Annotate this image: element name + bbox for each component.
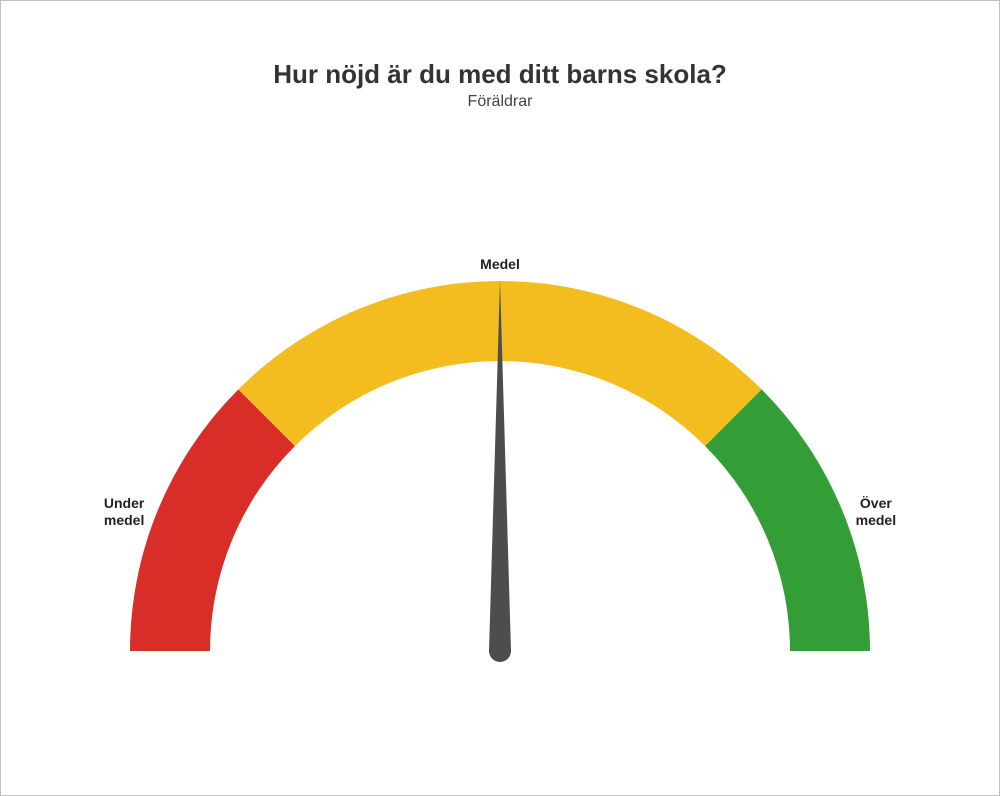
gauge-label-left-1: Under [104,495,145,511]
chart-subtitle: Föräldrar [1,93,999,111]
gauge-hub [489,640,511,662]
chart-frame: Hur nöjd är du med ditt barns skola? För… [0,0,1000,796]
gauge-container: MedelUndermedelÖvermedel [1,151,999,711]
gauge-label-right-2: medel [856,512,896,528]
gauge-chart: MedelUndermedelÖvermedel [60,151,940,711]
gauge-segment-0 [130,389,295,651]
gauge-label-left-2: medel [104,512,144,528]
chart-title: Hur nöjd är du med ditt barns skola? [1,59,999,90]
gauge-label-top: Medel [480,256,520,272]
gauge-label-right-1: Över [860,495,892,511]
gauge-segment-2 [705,389,870,651]
